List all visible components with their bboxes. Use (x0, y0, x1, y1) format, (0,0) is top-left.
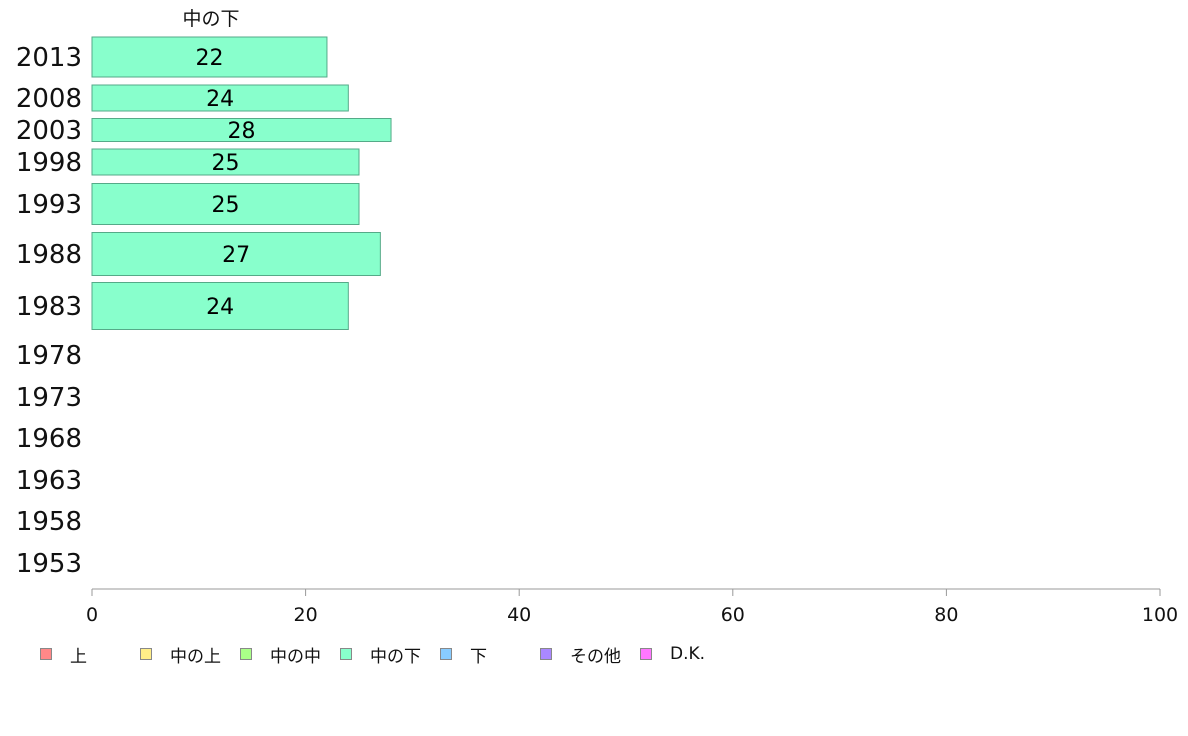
legend-item: 中の上 (140, 642, 221, 667)
legend-swatch (140, 648, 152, 660)
legend-item: その他 (540, 642, 621, 667)
legend-label: 中の下 (370, 646, 421, 667)
y-tick-label-1968: 1968 (16, 424, 82, 454)
legend-label: 中の中 (270, 646, 321, 667)
legend-item: 中の下 (340, 642, 421, 667)
bar-value-label-2008: 24 (206, 87, 234, 112)
legend-swatch (240, 648, 252, 660)
bar-1988 (91, 232, 381, 276)
x-tick-label-80: 80 (934, 604, 958, 626)
legend-item: D.K. (640, 642, 705, 666)
bar-chart: 2013 22 2008 24 2003 28 1998 25 1993 25 1988 27 1983… (16, 36, 1178, 626)
y-tick-label-1988: 1988 (16, 240, 82, 270)
y-tick-label-1978: 1978 (16, 341, 82, 371)
bar-1993 (91, 183, 360, 225)
legend-swatch (540, 648, 552, 660)
x-tick-label-40: 40 (507, 604, 531, 626)
legend-swatch (640, 648, 652, 660)
legend-swatch (440, 648, 452, 660)
y-tick-label-1958: 1958 (16, 507, 82, 537)
bar-2008 (91, 84, 349, 112)
bar-value-label-2003: 28 (228, 119, 256, 144)
y-tick-label-1998: 1998 (16, 148, 82, 178)
y-tick-label-1953: 1953 (16, 549, 82, 579)
bar-2013 (91, 36, 328, 78)
y-tick-label-2013: 2013 (16, 43, 82, 73)
bar-value-label-1998: 25 (212, 151, 240, 176)
legend-label: D.K. (670, 644, 706, 664)
legend-item: 上 (40, 642, 87, 667)
chart-title: 中の下 (182, 8, 240, 30)
y-tick-label-1993: 1993 (16, 190, 82, 220)
legend: 上 中の上 中の中 中の下 下 その他 D.K. (40, 642, 760, 667)
bar-1983 (91, 282, 349, 330)
x-tick-label-0: 0 (86, 604, 98, 626)
x-tick-label-20: 20 (294, 604, 318, 626)
legend-label: 上 (70, 646, 87, 667)
legend-swatch (40, 648, 52, 660)
y-tick-label-1963: 1963 (16, 466, 82, 496)
x-tick-label-100: 100 (1142, 604, 1178, 626)
bar-value-label-1993: 25 (212, 193, 240, 218)
legend-item: 中の中 (240, 642, 321, 667)
x-tick-label-60: 60 (721, 604, 745, 626)
bar-value-label-2013: 22 (195, 46, 223, 71)
bar-2003 (91, 118, 392, 142)
y-tick-label-2008: 2008 (16, 84, 82, 114)
legend-item: 下 (440, 642, 487, 667)
legend-label: 下 (470, 646, 487, 667)
legend-label: その他 (570, 646, 621, 667)
bar-1998 (91, 148, 360, 176)
y-tick-label-2003: 2003 (16, 116, 82, 146)
bar-value-label-1983: 24 (206, 295, 234, 320)
y-tick-label-1973: 1973 (16, 383, 82, 413)
bar-value-label-1988: 27 (222, 243, 250, 268)
legend-swatch (340, 648, 352, 660)
legend-label: 中の上 (170, 646, 221, 667)
y-tick-label-1983: 1983 (16, 292, 82, 322)
